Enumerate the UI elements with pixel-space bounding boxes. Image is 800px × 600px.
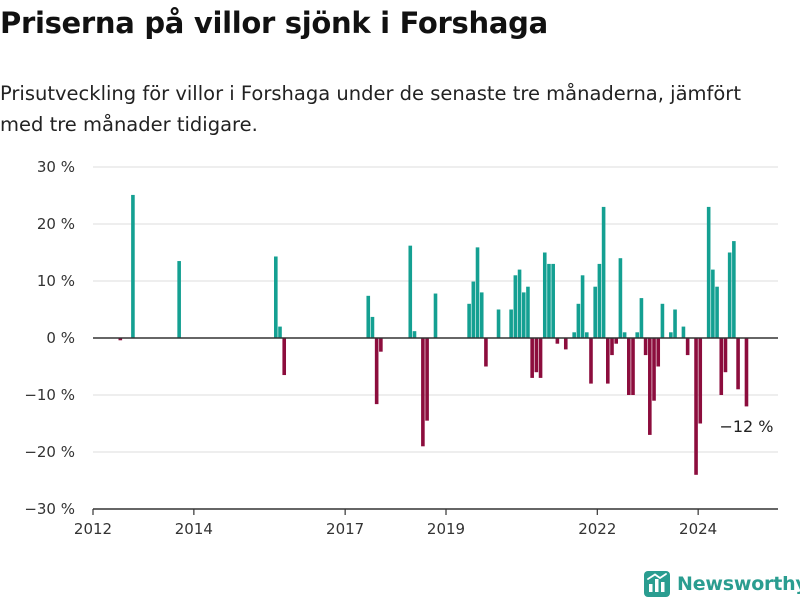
bar	[732, 241, 736, 338]
bar	[421, 338, 425, 447]
bar	[547, 263, 551, 338]
bar	[744, 338, 749, 407]
y-tick-label: −20 %	[24, 443, 75, 461]
y-tick-label: 10 %	[37, 272, 75, 290]
bar	[719, 338, 724, 395]
bar	[177, 261, 181, 338]
bar	[584, 332, 589, 338]
bar	[614, 338, 618, 344]
bar	[694, 338, 698, 475]
bar	[715, 286, 719, 338]
bar	[597, 263, 602, 338]
chart-title: Priserna på villor sjönk i Forshaga	[0, 6, 548, 40]
bar	[572, 332, 576, 338]
bar	[706, 206, 711, 338]
bar	[521, 292, 526, 338]
bar	[425, 338, 429, 421]
bar	[542, 252, 547, 338]
y-tick-label: 0 %	[46, 329, 75, 347]
bar	[711, 269, 715, 338]
bar	[601, 206, 606, 338]
bar	[278, 326, 282, 338]
bar	[475, 247, 480, 338]
bar	[580, 275, 585, 338]
bar	[484, 338, 488, 367]
bar	[656, 338, 661, 367]
bar	[660, 303, 665, 338]
bar	[370, 316, 375, 338]
brand-name: Newsworthy	[677, 573, 800, 595]
y-tick-label: 30 %	[37, 158, 75, 176]
bar	[648, 338, 652, 435]
bar	[723, 338, 728, 373]
bar	[736, 338, 740, 390]
bar	[471, 281, 476, 338]
bar	[618, 258, 623, 338]
brand[interactable]: Newsworthy	[644, 569, 800, 599]
bar	[593, 286, 597, 338]
bar	[517, 269, 522, 338]
bar	[606, 338, 610, 384]
x-tick-label: 2024	[679, 520, 717, 538]
bar	[374, 338, 379, 405]
bar	[479, 292, 484, 338]
bar	[627, 338, 631, 395]
bar	[673, 309, 677, 338]
bar	[631, 338, 635, 395]
bar	[118, 338, 123, 341]
bar	[534, 338, 539, 373]
bar	[467, 303, 471, 338]
bar	[589, 338, 593, 384]
bar	[433, 293, 438, 338]
x-tick-label: 2014	[175, 520, 213, 538]
bar	[379, 338, 383, 352]
bar	[639, 298, 644, 338]
newsworthy-logo-icon	[644, 571, 670, 597]
bar	[685, 338, 690, 356]
bar	[652, 338, 656, 401]
bar	[408, 245, 413, 338]
chart-subtitle: Prisutveckling för villor i Forshaga und…	[0, 82, 741, 136]
bar	[669, 332, 673, 338]
y-tick-label: −10 %	[24, 386, 75, 404]
bar	[727, 252, 732, 338]
bar	[681, 326, 686, 338]
annotation-label: −12 %	[719, 417, 773, 436]
y-tick-label: 20 %	[37, 215, 75, 233]
bar	[563, 338, 568, 350]
bar	[509, 309, 513, 338]
bar	[622, 332, 627, 338]
bar	[412, 331, 417, 338]
x-tick-label: 2017	[326, 520, 364, 538]
bar-chart: 30 % 20 % 10 % 0 % −10 % −20 % −30 % 2012 2014 20…	[24, 158, 778, 538]
bar	[576, 303, 581, 338]
bar	[610, 338, 614, 356]
bar	[530, 338, 534, 378]
bar	[282, 338, 287, 376]
x-tick-label: 2022	[578, 520, 616, 538]
bar	[513, 275, 518, 338]
y-tick-label: −30 %	[24, 500, 75, 518]
bar	[538, 338, 543, 378]
bar	[551, 263, 555, 338]
bar	[635, 332, 640, 338]
x-tick-label: 2019	[427, 520, 465, 538]
bar	[555, 338, 560, 344]
bar	[131, 194, 135, 338]
x-tick-label: 2012	[74, 520, 112, 538]
bar	[643, 338, 648, 356]
bar	[274, 256, 278, 338]
bar	[496, 309, 501, 338]
bar	[698, 338, 703, 424]
bar	[526, 286, 530, 338]
bar	[366, 295, 371, 338]
